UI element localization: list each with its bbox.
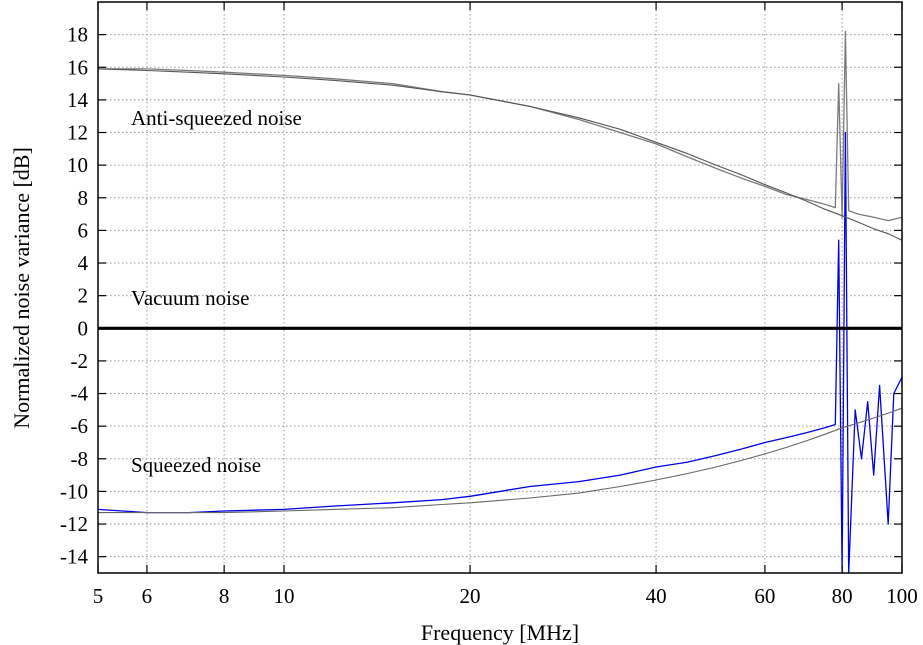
y-tick-label-4: 4 [78, 251, 89, 275]
y-tick-label-0: 0 [78, 316, 89, 340]
x-tick-label-40: 40 [646, 584, 667, 608]
y-tick-label--2: -2 [71, 349, 89, 373]
y-tick-label-8: 8 [78, 186, 89, 210]
y-tick-label--4: -4 [71, 382, 89, 406]
y-tick-label--8: -8 [71, 447, 89, 471]
grid-layer [98, 2, 902, 573]
x-tick-label-20: 20 [460, 584, 481, 608]
anti-squeezed-fit-line [97, 68, 903, 241]
x-tick-label-10: 10 [274, 584, 295, 608]
x-tick-label-8: 8 [219, 584, 230, 608]
squeezed-fit-line [98, 407, 903, 514]
y-tick-label-12: 12 [67, 121, 88, 145]
y-tick-label--10: -10 [60, 479, 88, 503]
y-tick-label--14: -14 [60, 545, 88, 569]
y-tick-label-14: 14 [67, 88, 89, 112]
x-tick-label-6: 6 [142, 584, 153, 608]
plot-frame [97, 1, 903, 574]
x-tick-label-100: 100 [886, 584, 918, 608]
y-tick-label-6: 6 [78, 218, 89, 242]
label-layer: 5 6 8 10 20 40 60 80 100 -14 -12 -10 -8 -6 -4 -2 0 2 4 6 8 10… [60, 23, 918, 608]
y-tick-label--12: -12 [60, 512, 88, 536]
y-tick-label-16: 16 [67, 55, 88, 79]
x-tick-label-5: 5 [93, 584, 104, 608]
y-axis-title: Normalized noise variance [dB] [9, 147, 34, 429]
x-tick-label-80: 80 [832, 584, 853, 608]
y-tick-label-10: 10 [67, 153, 88, 177]
y-tick-label-18: 18 [67, 23, 88, 47]
vacuum-noise-label: Vacuum noise [131, 286, 249, 310]
y-tick-label-2: 2 [78, 284, 89, 308]
anti-squeezed-noise-label: Anti-squeezed noise [131, 106, 302, 130]
squeezed-noise-label: Squeezed noise [131, 453, 261, 477]
y-tick-label--6: -6 [71, 414, 89, 438]
x-axis-title: Frequency [MHz] [421, 620, 579, 645]
x-tick-label-60: 60 [754, 584, 775, 608]
squeezed-measured-line [97, 131, 903, 574]
data-layer [97, 30, 903, 574]
anti-squeezed-measured-line [98, 30, 903, 222]
